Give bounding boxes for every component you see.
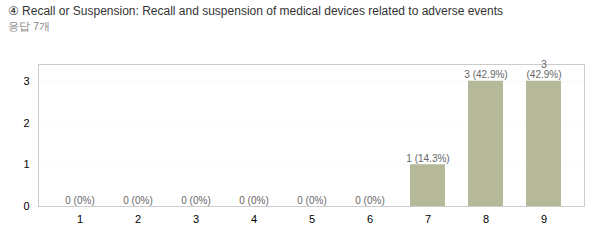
svg-text:7: 7 bbox=[425, 213, 431, 225]
svg-text:6: 6 bbox=[367, 213, 373, 225]
svg-text:1 (14.3%): 1 (14.3%) bbox=[406, 153, 449, 164]
svg-text:0: 0 bbox=[23, 200, 29, 212]
svg-text:0 (0%): 0 (0%) bbox=[181, 195, 210, 206]
svg-text:4: 4 bbox=[251, 213, 257, 225]
svg-text:2: 2 bbox=[135, 213, 141, 225]
svg-text:1: 1 bbox=[77, 213, 83, 225]
svg-text:3(42.9%): 3(42.9%) bbox=[526, 59, 561, 80]
svg-text:5: 5 bbox=[309, 213, 315, 225]
svg-text:3 (42.9%): 3 (42.9%) bbox=[464, 69, 507, 80]
svg-text:0 (0%): 0 (0%) bbox=[297, 195, 326, 206]
svg-text:2: 2 bbox=[23, 116, 29, 128]
svg-text:0 (0%): 0 (0%) bbox=[355, 195, 384, 206]
svg-text:3: 3 bbox=[193, 213, 199, 225]
svg-text:0 (0%): 0 (0%) bbox=[239, 195, 268, 206]
svg-text:8: 8 bbox=[483, 213, 489, 225]
html-text:④ Recall or Suspension: Recall: ④ Recall or Suspension: Recall and suspe… bbox=[8, 4, 503, 18]
svg-text:0 (0%): 0 (0%) bbox=[65, 195, 94, 206]
svg-text:1: 1 bbox=[23, 158, 29, 170]
svg-text:9: 9 bbox=[541, 213, 547, 225]
svg-text:0 (0%): 0 (0%) bbox=[123, 195, 152, 206]
svg-text:3: 3 bbox=[23, 75, 29, 87]
html-text:응답 7개: 응답 7개 bbox=[8, 20, 51, 32]
